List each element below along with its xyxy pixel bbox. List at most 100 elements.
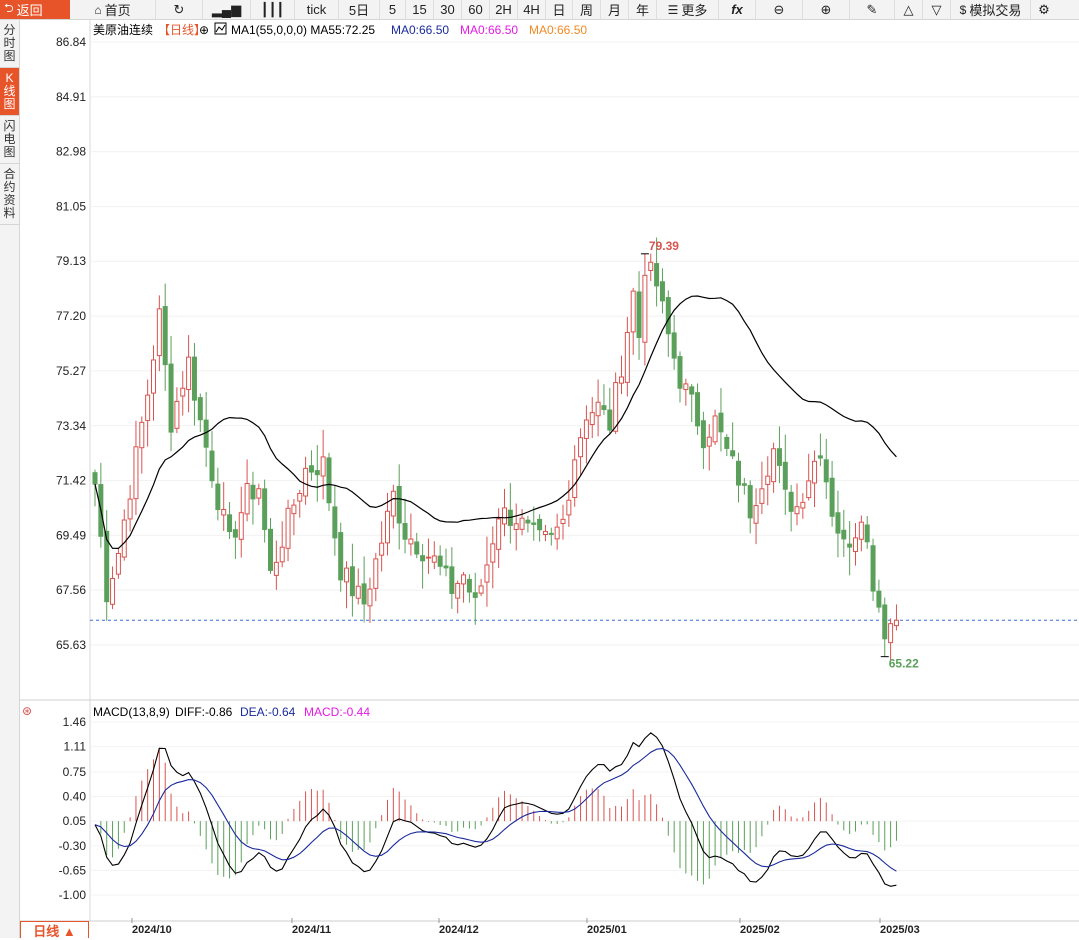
period-30min[interactable]: 30	[434, 0, 462, 19]
candle-down	[443, 565, 449, 569]
candle-down	[396, 485, 402, 524]
price-tick-label: 86.84	[56, 35, 86, 49]
tick-button[interactable]: tick	[295, 0, 339, 19]
candle-down	[472, 592, 478, 598]
candle-down	[326, 457, 332, 504]
period-week[interactable]: 周	[573, 0, 601, 19]
menu-icon: ☰	[667, 2, 679, 17]
candle-up	[145, 394, 151, 422]
price-tick-label: 82.98	[56, 145, 86, 159]
candle-up	[765, 475, 771, 485]
period-60min[interactable]: 60	[462, 0, 490, 19]
macd-legend-macd: MACD:-0.44	[304, 705, 370, 719]
period-2h[interactable]: 2H	[490, 0, 518, 19]
legend-settings-icon[interactable]: ⊕	[199, 23, 209, 37]
candle-up	[461, 574, 467, 585]
candle-up	[513, 523, 519, 530]
candle-down	[747, 485, 753, 519]
macd-settings-icon[interactable]: ⊛	[22, 704, 32, 718]
period-selector-tab[interactable]: 日线 ▲	[20, 921, 89, 939]
period-day[interactable]: 日	[546, 0, 573, 19]
more-button[interactable]: ☰ 更多	[657, 0, 719, 19]
candle-up	[490, 543, 496, 563]
home-button[interactable]: ⌂ 首页	[70, 0, 156, 19]
candle-down	[847, 543, 853, 548]
candle-up	[712, 415, 718, 443]
candle-down	[665, 297, 671, 335]
candle-down	[537, 518, 543, 531]
candle-down	[741, 483, 747, 486]
candle-up	[379, 542, 385, 556]
macd-tick-label: -0.65	[59, 863, 87, 877]
indicator-button[interactable]: ▂▄▆	[203, 0, 251, 19]
candle-up	[285, 507, 291, 549]
tab-contract-info[interactable]: 合约资料	[0, 164, 19, 225]
candle-up	[630, 290, 636, 333]
candle-up	[110, 577, 116, 605]
tab-flash[interactable]: 闪电图	[0, 116, 19, 164]
refresh-button[interactable]: ↻	[156, 0, 203, 19]
candle-up	[484, 564, 490, 583]
chart-grid	[89, 20, 1079, 921]
price-tick-label: 77.20	[56, 309, 86, 323]
candle-up	[273, 561, 279, 576]
candle-up	[344, 567, 350, 583]
settings-icon: ⚙	[1038, 1, 1050, 17]
date-axis: 2024/10 2024/11 2024/12 2025/01 2025/02 2025/…	[131, 918, 920, 936]
period-month[interactable]: 月	[601, 0, 629, 19]
candle-down	[349, 566, 355, 597]
candle-down	[232, 529, 238, 538]
period-5day[interactable]: 5日	[339, 0, 380, 19]
home-icon: ⌂	[94, 2, 102, 17]
legend-ma-icon[interactable]	[214, 22, 227, 35]
zoom-out-button[interactable]: ⊖	[756, 0, 803, 19]
candle-down	[876, 590, 882, 608]
candle-down	[659, 281, 665, 302]
candle-down	[671, 332, 677, 359]
zoom-in-button[interactable]: ⊕	[803, 0, 850, 19]
candle-up	[578, 437, 584, 458]
candle-down	[700, 420, 706, 449]
candle-down	[823, 459, 829, 483]
candle-up	[127, 498, 133, 520]
macd-grid	[90, 721, 1079, 896]
price-tick-label: 65.63	[56, 638, 86, 652]
candle-down	[882, 604, 888, 640]
candle-down	[835, 512, 841, 534]
period-15min[interactable]: 15	[406, 0, 434, 19]
candle-down	[829, 477, 835, 517]
candle-down	[531, 522, 537, 525]
macd-tick-label: 0.40	[63, 790, 87, 804]
formula-button[interactable]: fx	[719, 0, 756, 19]
rise-button[interactable]: △	[895, 0, 923, 19]
candle-down	[689, 386, 695, 395]
legend-ma55: MA1(55,0,0,0) MA55:72.25	[231, 23, 375, 37]
candle-up	[642, 274, 648, 343]
settings-button[interactable]: ⚙	[1031, 0, 1057, 19]
candle-down	[332, 506, 338, 539]
price-tick-label: 84.91	[56, 90, 86, 104]
candle-down	[361, 583, 367, 605]
period-year[interactable]: 年	[629, 0, 657, 19]
tab-timeshare[interactable]: 分时图	[0, 20, 19, 68]
macd-axis: 1.46 1.11 0.75 0.40 0.05 -0.30 -0.65 -1.00	[59, 715, 87, 902]
candle-up	[554, 526, 560, 540]
period-5min[interactable]: 5	[380, 0, 406, 19]
candle-button[interactable]: ┃┃┃	[251, 0, 295, 19]
period-4h[interactable]: 4H	[518, 0, 546, 19]
candle-up	[115, 552, 121, 575]
fall-button[interactable]: ▽	[923, 0, 951, 19]
draw-button[interactable]: ✎	[850, 0, 895, 19]
sim-trade-button[interactable]: $ 模拟交易	[951, 0, 1031, 19]
candle-up	[303, 467, 309, 497]
candle-up	[858, 521, 864, 540]
candle-up	[291, 504, 297, 515]
candle-up	[624, 331, 630, 383]
candle-down	[414, 541, 420, 555]
back-button[interactable]: ⮌ 返回	[0, 0, 70, 19]
price-tick-label: 81.05	[56, 200, 86, 214]
candle-up	[297, 492, 303, 502]
